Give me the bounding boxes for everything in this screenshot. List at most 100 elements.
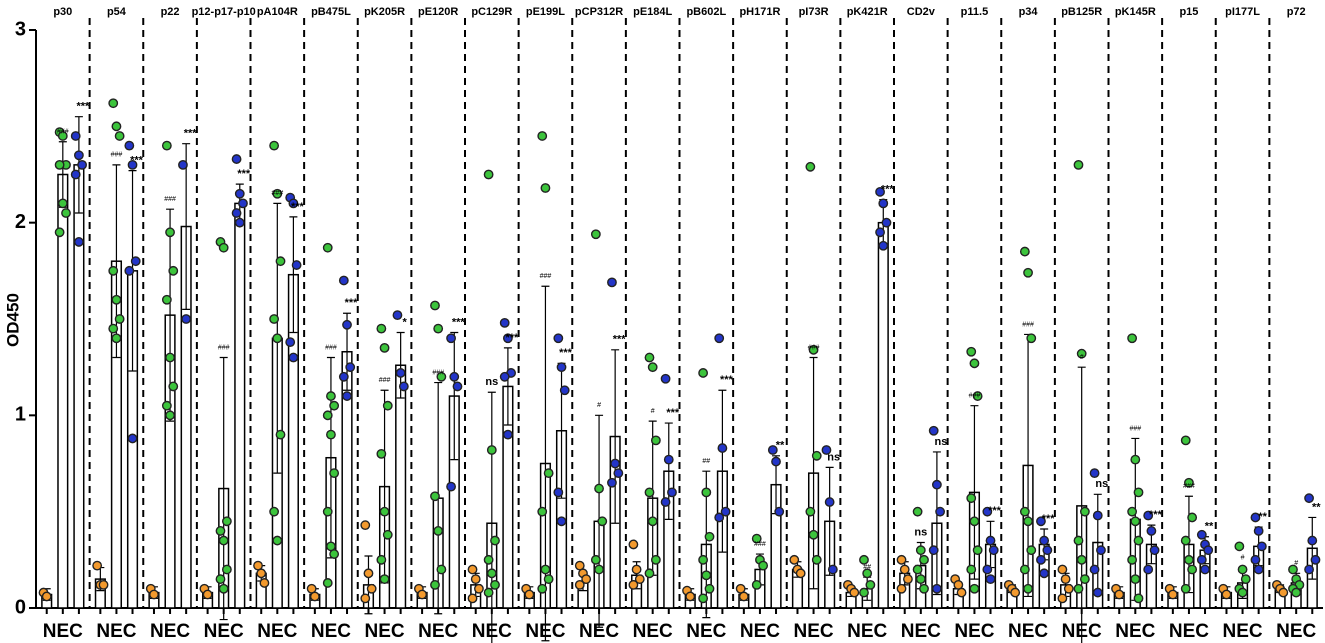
data-point xyxy=(590,229,601,240)
panel-title: p54 xyxy=(107,6,127,18)
data-point xyxy=(218,535,229,546)
significance-label: * xyxy=(403,316,408,328)
significance-label: ### xyxy=(754,541,766,548)
data-point xyxy=(698,593,709,604)
panel-title: pE199L xyxy=(526,6,565,18)
data-point xyxy=(1237,587,1248,598)
data-point xyxy=(467,593,478,604)
data-point xyxy=(366,583,377,594)
data-point xyxy=(590,554,601,565)
data-point xyxy=(896,554,907,565)
x-tick-label: NEC xyxy=(43,621,83,642)
data-point xyxy=(1196,554,1207,565)
data-point xyxy=(398,381,409,392)
data-point xyxy=(1250,554,1261,565)
data-point xyxy=(502,333,513,344)
significance-label: ### xyxy=(1022,321,1034,328)
data-point xyxy=(1042,545,1053,556)
data-point xyxy=(714,333,725,344)
data-point xyxy=(483,169,494,180)
bar xyxy=(395,364,407,609)
data-point xyxy=(628,579,639,590)
data-point xyxy=(376,554,387,565)
data-point xyxy=(259,578,270,588)
panel-title: pI177L xyxy=(1225,6,1260,18)
data-point xyxy=(896,583,907,594)
x-tick-label: NEC xyxy=(686,621,726,642)
data-point xyxy=(54,227,65,238)
data-point xyxy=(161,400,172,411)
data-point xyxy=(165,410,175,421)
data-point xyxy=(903,574,913,584)
significance-label: ### xyxy=(271,190,283,197)
data-point xyxy=(988,545,999,556)
data-point xyxy=(607,477,617,488)
data-point xyxy=(758,560,769,571)
data-point xyxy=(650,435,661,446)
significance-label: ### xyxy=(540,273,552,280)
data-point xyxy=(181,314,192,324)
x-tick-label: NEC xyxy=(633,621,673,642)
data-point xyxy=(1304,493,1314,504)
data-point xyxy=(1073,583,1084,594)
data-point xyxy=(805,161,816,172)
data-point xyxy=(322,578,333,588)
data-point xyxy=(215,526,226,536)
significance-label: ns xyxy=(485,376,498,388)
significance-label: ** xyxy=(1205,521,1214,533)
data-point xyxy=(1149,545,1160,556)
data-point xyxy=(701,487,712,498)
data-point xyxy=(537,506,548,517)
data-point xyxy=(543,468,554,479)
data-point xyxy=(767,445,778,455)
significance-label: ### xyxy=(1129,425,1141,432)
significance-label: *** xyxy=(237,168,251,180)
data-point xyxy=(269,314,280,324)
data-point xyxy=(127,433,138,444)
data-point xyxy=(859,554,869,565)
data-point xyxy=(74,237,84,247)
data-point xyxy=(108,98,119,109)
panel-title: p34 xyxy=(1019,6,1039,18)
panel-title: p72 xyxy=(1287,6,1306,18)
significance-label: *** xyxy=(184,128,198,140)
x-tick-label: NEC xyxy=(311,621,351,642)
data-point xyxy=(966,493,977,504)
data-point xyxy=(272,188,283,199)
significance-label: *** xyxy=(720,374,734,386)
data-point xyxy=(1089,468,1100,479)
data-point xyxy=(1073,159,1084,170)
data-point xyxy=(1253,564,1264,575)
data-point xyxy=(329,549,340,559)
data-point xyxy=(553,333,564,344)
data-point xyxy=(291,260,302,270)
error-bar xyxy=(611,349,620,524)
data-point xyxy=(483,554,494,565)
data-point xyxy=(1291,587,1302,598)
data-point xyxy=(1010,587,1021,598)
data-point xyxy=(1079,574,1090,584)
data-point xyxy=(559,385,570,396)
data-point xyxy=(1036,516,1046,527)
data-point xyxy=(1307,535,1318,546)
x-tick-label: NEC xyxy=(1223,621,1263,642)
data-point xyxy=(808,529,819,540)
data-point xyxy=(1076,554,1087,565)
x-tick-label: NEC xyxy=(579,621,619,642)
y-tick-label: 2 xyxy=(15,211,26,233)
data-point xyxy=(77,159,88,170)
data-point xyxy=(1023,516,1033,527)
significance-label: *** xyxy=(666,407,680,419)
data-point xyxy=(631,564,642,575)
data-point xyxy=(1127,554,1138,565)
panel-title: p12-p17-p10 xyxy=(192,6,256,18)
significance-label: ### xyxy=(808,344,820,351)
data-point xyxy=(285,337,296,348)
data-point xyxy=(574,579,585,590)
data-point xyxy=(1143,510,1154,521)
data-point xyxy=(1133,535,1144,546)
data-point xyxy=(98,579,109,590)
panel-title: pK205R xyxy=(364,6,405,18)
data-point xyxy=(935,506,945,517)
